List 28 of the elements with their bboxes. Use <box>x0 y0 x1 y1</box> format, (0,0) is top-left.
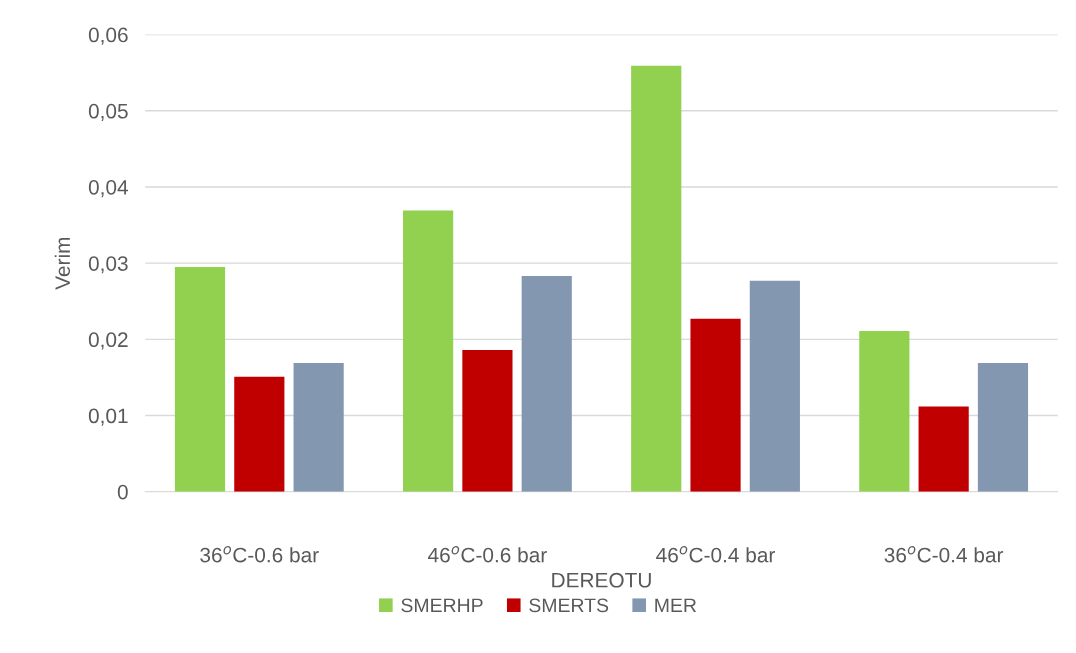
bar <box>749 280 800 492</box>
y-tick-label: 0,03 <box>88 256 128 274</box>
x-tick-label: 46$^{o}$C-0.4 bar <box>656 546 776 563</box>
y-tick-label: 0,04 <box>88 179 128 198</box>
bar <box>462 350 513 492</box>
bar <box>690 318 741 492</box>
legend-label: SMERHP <box>401 598 483 613</box>
legend-label: SMERTS <box>529 598 609 613</box>
bar <box>918 406 969 492</box>
bar <box>293 362 344 492</box>
x-tick-label: 36$^{o}$C-0.4 bar <box>884 546 1004 563</box>
bar <box>234 376 285 492</box>
y-tick-label: 0,01 <box>88 408 128 426</box>
x-tick-label: 36$^{o}$C-0.6 bar <box>200 546 319 563</box>
bar <box>859 330 910 492</box>
y-tick-label: 0,05 <box>88 103 128 122</box>
x-tick-label: 46$^{o}$C-0.6 bar <box>428 546 547 563</box>
y-axis-title: Verim <box>54 237 71 290</box>
bar <box>403 210 454 492</box>
y-tick-label: 0,06 <box>88 27 128 45</box>
bar <box>977 362 1029 492</box>
bar <box>174 266 226 492</box>
bar <box>631 65 682 492</box>
bar <box>521 276 572 492</box>
x-axis-title: DEREOTU <box>552 572 651 588</box>
y-tick-label: 0 <box>117 484 128 500</box>
legend-label: MER <box>655 598 697 613</box>
y-tick-label: 0,02 <box>88 332 128 350</box>
